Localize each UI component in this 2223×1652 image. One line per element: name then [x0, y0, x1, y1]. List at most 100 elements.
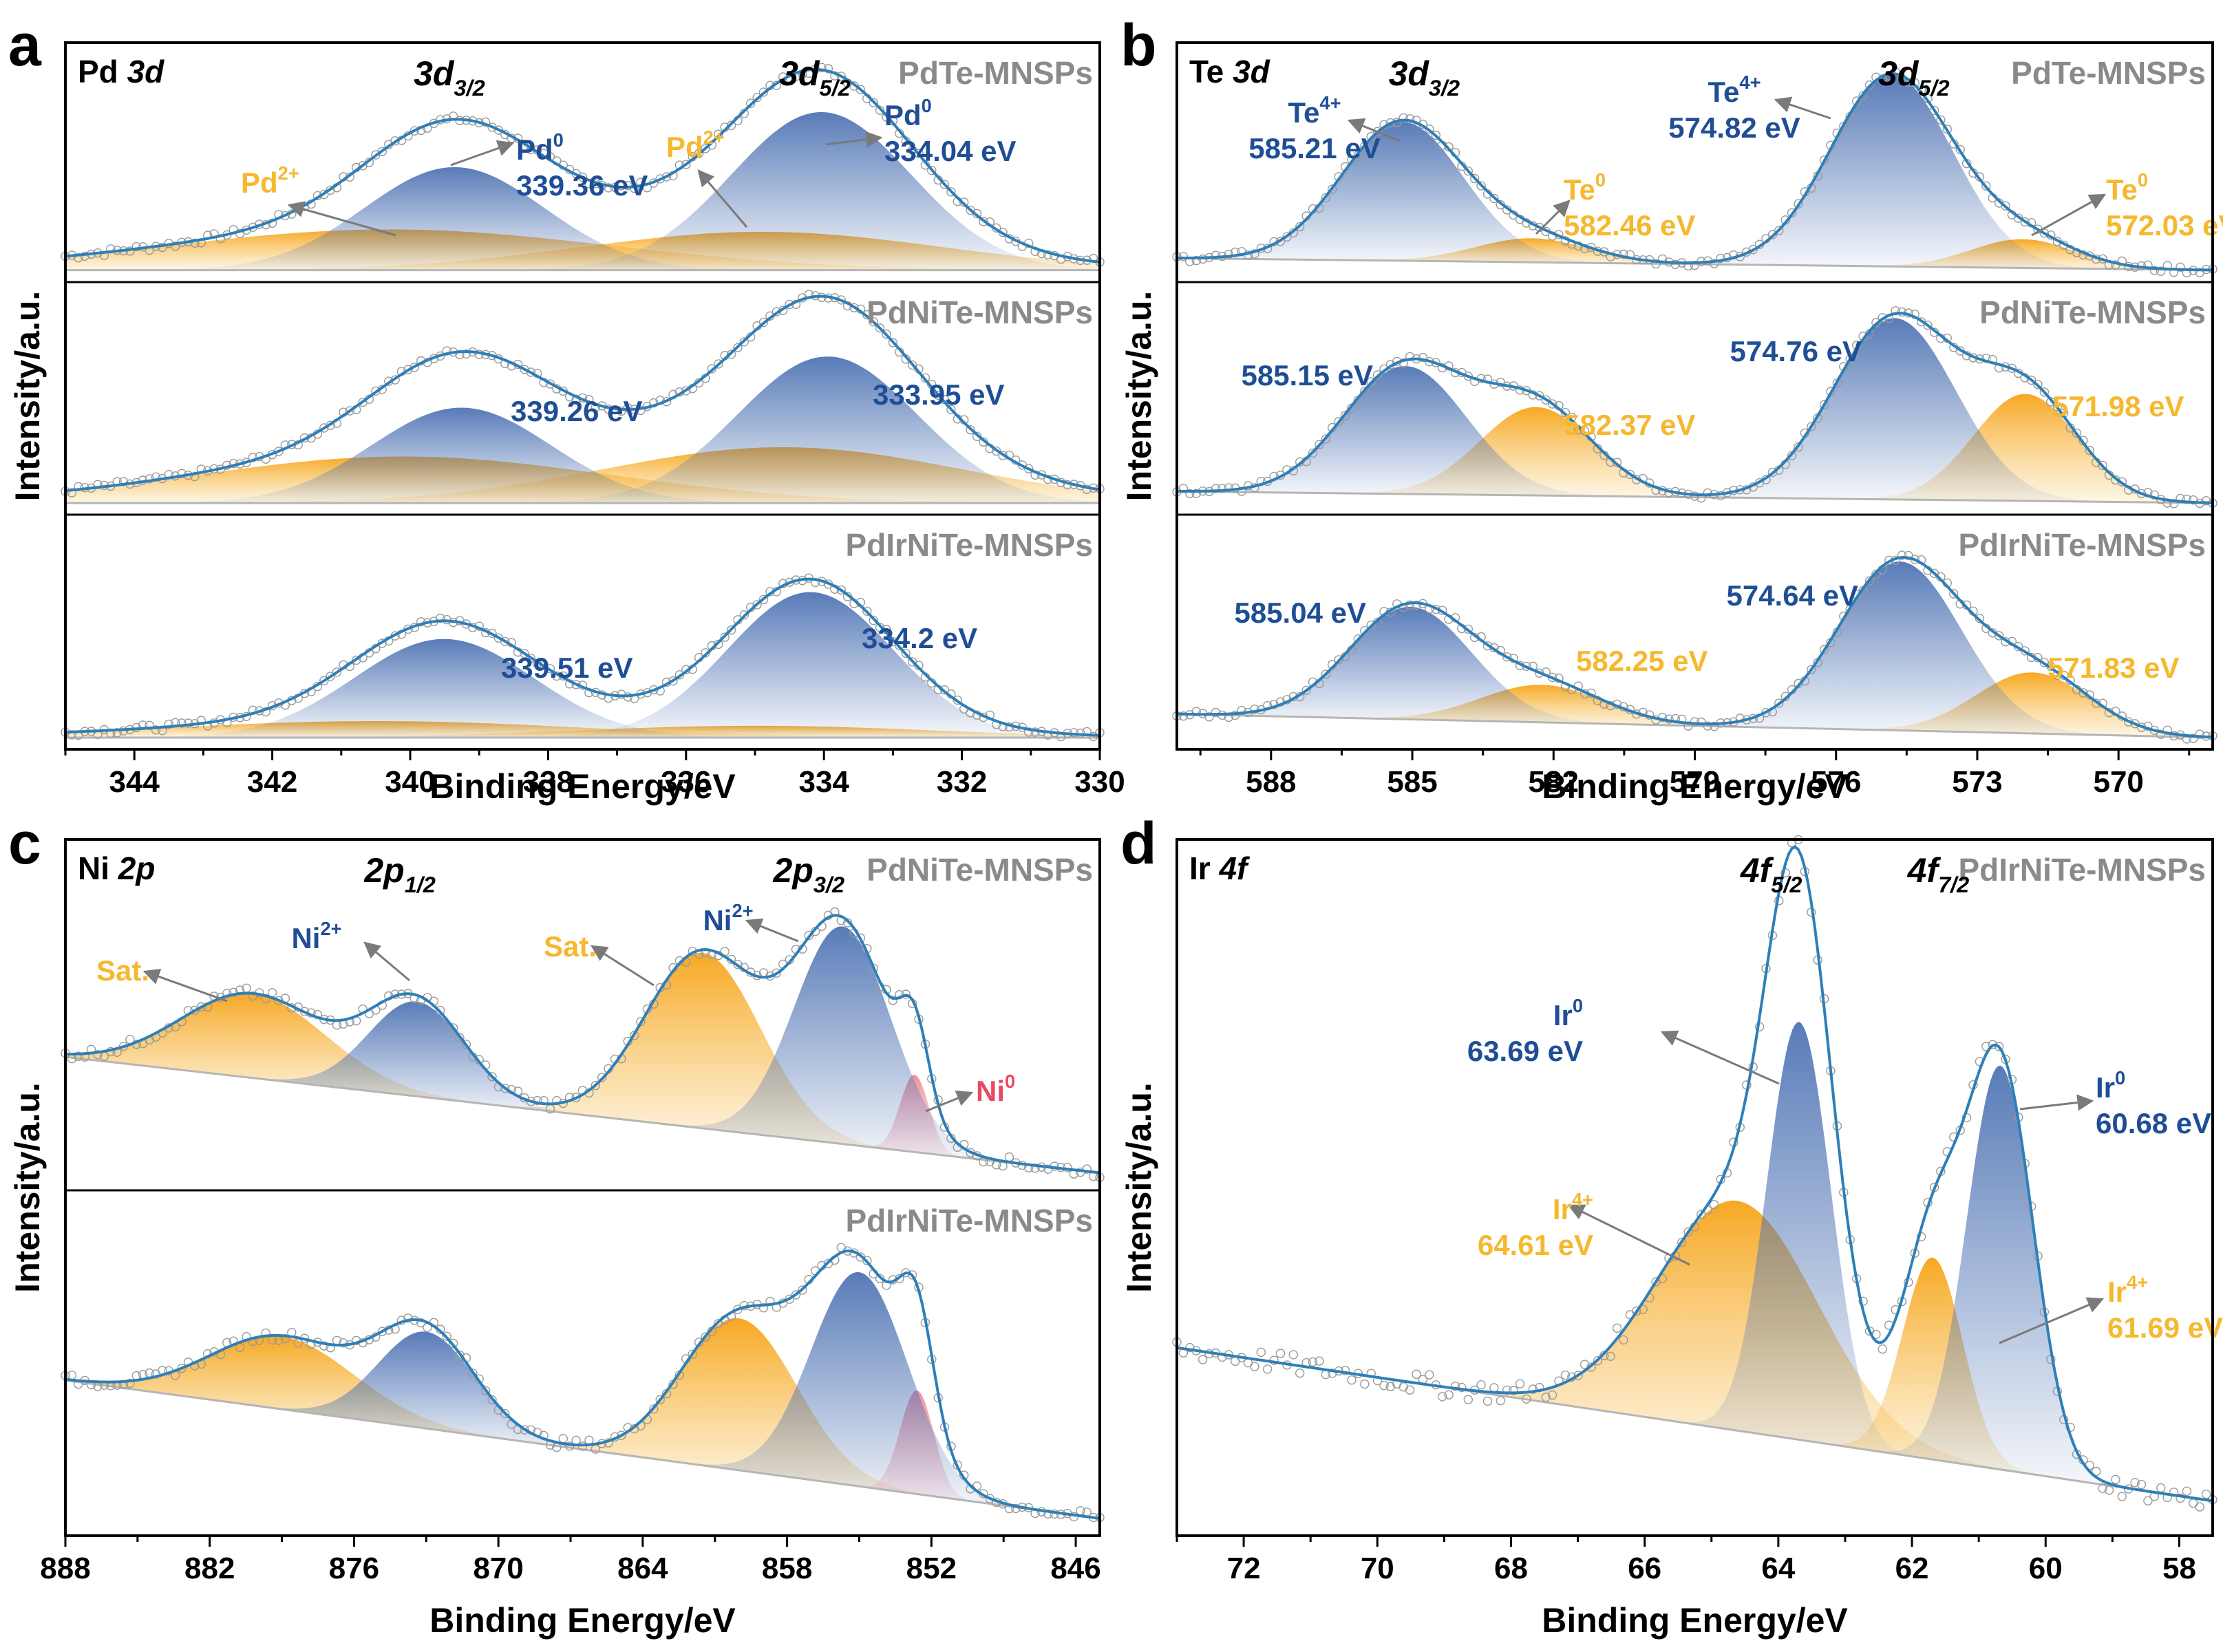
- data-point: [869, 98, 878, 107]
- data-point: [1224, 249, 1234, 259]
- data-point: [1398, 1382, 1408, 1392]
- binding-energy-label: 585.21 eV: [1248, 132, 1381, 164]
- data-point: [1412, 601, 1421, 610]
- data-point: [604, 183, 613, 193]
- data-point: [74, 1051, 83, 1061]
- data-point: [1250, 704, 1259, 714]
- data-point: [2104, 1485, 2114, 1495]
- fit-envelope: [65, 294, 1100, 493]
- data-point: [1632, 1306, 1641, 1316]
- data-point: [1476, 1380, 1486, 1390]
- data-point: [448, 1023, 458, 1033]
- data-point: [1418, 352, 1428, 363]
- data-point: [920, 373, 930, 383]
- data-point: [2001, 201, 2010, 211]
- data-point: [869, 317, 878, 327]
- data-point: [487, 1395, 497, 1405]
- data-point: [1845, 354, 1855, 364]
- fit-envelope: [1176, 845, 2213, 1503]
- data-point: [2201, 496, 2211, 506]
- annotation-arrow: [142, 968, 228, 1002]
- data-point: [196, 1002, 206, 1012]
- annotation-arrow: [1567, 1204, 1690, 1266]
- data-point: [1405, 1385, 1415, 1395]
- species-label: Te4+: [1708, 72, 1761, 108]
- x-tick-label: 882: [184, 1552, 235, 1585]
- data-point: [1593, 1355, 1603, 1366]
- data-point: [1011, 1503, 1021, 1514]
- data-point: [1767, 467, 1778, 478]
- peak-Pd0-fill: [462, 112, 1100, 270]
- x-tick-label: 888: [40, 1552, 90, 1585]
- data-point: [1864, 80, 1875, 90]
- data-point: [1709, 1199, 1719, 1210]
- data-point: [1547, 399, 1557, 409]
- data-point: [2020, 217, 2030, 227]
- orbital-label: 3d3/2: [414, 54, 485, 100]
- sample-label: PdIrNiTe-MNSPs: [1958, 852, 2206, 888]
- data-point: [1327, 184, 1337, 194]
- data-point: [1004, 1152, 1014, 1162]
- data-point: [1328, 1369, 1337, 1378]
- data-point: [726, 350, 736, 359]
- data-point: [520, 365, 529, 374]
- binding-energy-label: 339.51 eV: [501, 652, 633, 684]
- data-point: [1463, 166, 1474, 176]
- data-point: [332, 667, 342, 677]
- peak-Ir0-fill: [1670, 1022, 1928, 1459]
- data-point: [959, 197, 969, 207]
- annotation-arrow: [2019, 1094, 2094, 1111]
- data-point: [875, 323, 885, 333]
- data-point: [953, 695, 963, 705]
- data-point: [1871, 318, 1881, 328]
- x-tick-label: 60: [2029, 1552, 2063, 1585]
- data-point: [326, 672, 335, 681]
- x-tick-label: 342: [247, 765, 297, 799]
- binding-energy-label: 63.69 eV: [1467, 1035, 1583, 1067]
- annotation-arrow: [1999, 1297, 2105, 1344]
- data-point: [1891, 306, 1900, 316]
- binding-energy-label: 64.61 eV: [1478, 1229, 1593, 1261]
- data-point: [1412, 1369, 1421, 1380]
- species-label: Sat.: [544, 930, 597, 963]
- data-point: [461, 349, 471, 359]
- data-point: [2156, 729, 2166, 740]
- binding-energy-label: 585.15 eV: [1241, 359, 1373, 391]
- data-point: [520, 1425, 529, 1435]
- data-point: [1366, 131, 1376, 142]
- peak-Ni2-fill: [224, 1001, 609, 1118]
- data-point: [319, 423, 329, 433]
- sample-label: PdTe-MNSPs: [898, 55, 1093, 91]
- data-point: [1560, 1370, 1571, 1380]
- x-tick-label: 852: [906, 1552, 957, 1585]
- data-point: [2143, 260, 2153, 270]
- peak-Te4-fill: [1177, 606, 1656, 725]
- data-point: [461, 1039, 471, 1049]
- annotation-arrow: [590, 945, 655, 987]
- data-point: [1360, 1379, 1370, 1389]
- peak-Te0-fill: [1818, 394, 2213, 504]
- peak-Sat-fill: [471, 952, 934, 1155]
- data-point: [2072, 428, 2082, 438]
- data-point: [1748, 244, 1758, 255]
- data-point: [772, 968, 782, 978]
- sample-label: PdIrNiTe-MNSPs: [845, 527, 1093, 563]
- data-point: [681, 386, 691, 396]
- data-point: [1923, 321, 1933, 330]
- data-point: [377, 1327, 387, 1336]
- data-point: [1703, 721, 1713, 731]
- peak-Ni2-fill: [233, 1331, 619, 1455]
- data-point: [500, 1084, 510, 1093]
- data-point: [1502, 652, 1512, 662]
- species-label: Ni2+: [291, 918, 341, 954]
- data-point: [862, 606, 872, 616]
- data-point: [823, 64, 833, 74]
- data-point: [720, 632, 730, 642]
- data-point: [1489, 1383, 1499, 1393]
- fit-envelope: [1176, 556, 2213, 739]
- data-point: [758, 1302, 769, 1313]
- peak-Sat-fill: [508, 1318, 970, 1501]
- data-point: [1489, 193, 1499, 204]
